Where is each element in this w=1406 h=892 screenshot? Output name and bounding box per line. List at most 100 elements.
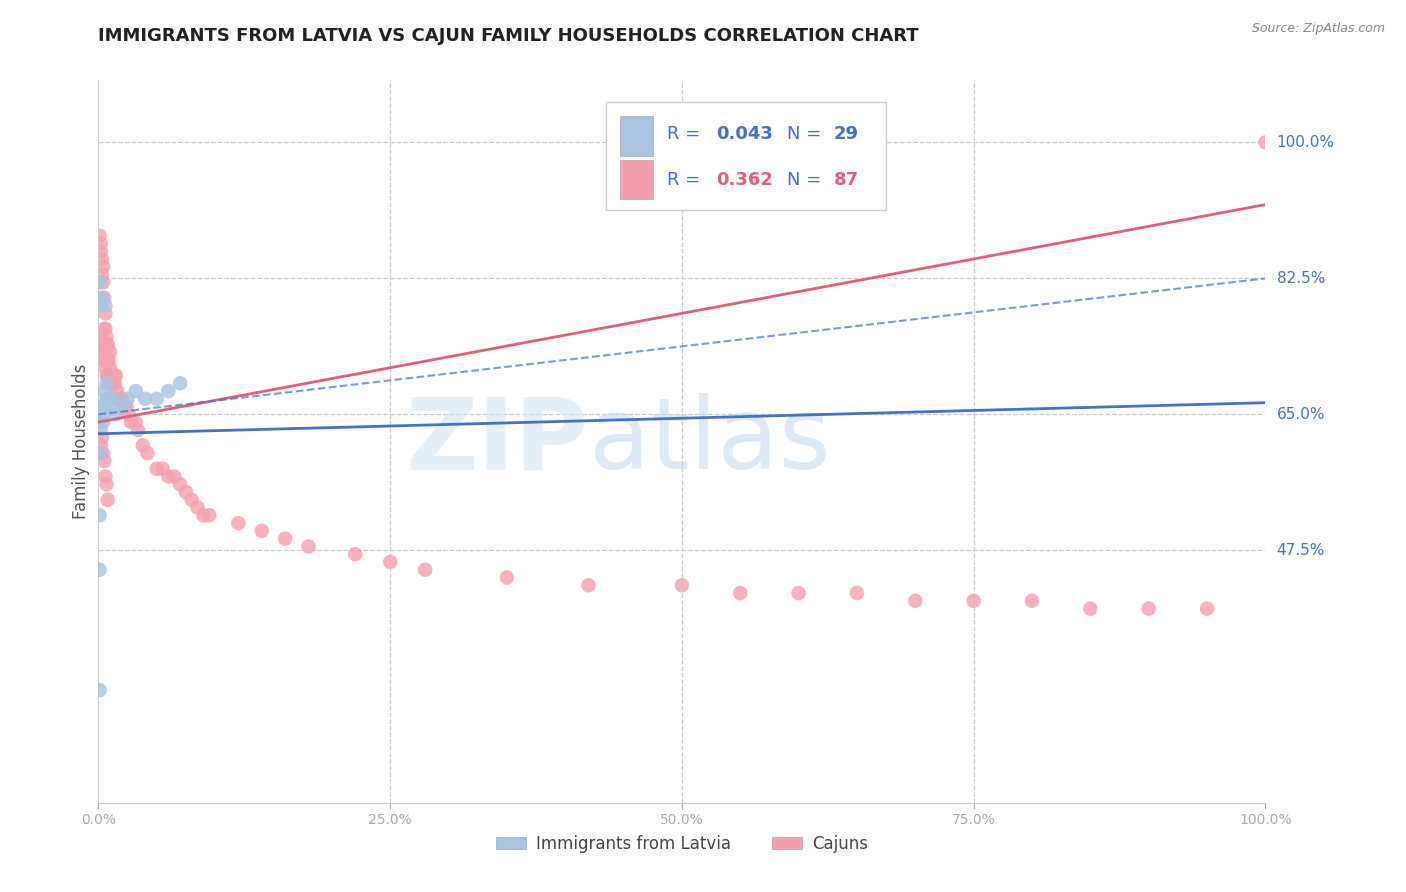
Point bbox=[125, 415, 148, 429]
Point bbox=[125, 384, 148, 398]
Point bbox=[101, 376, 124, 391]
Point bbox=[174, 485, 197, 500]
Point bbox=[104, 408, 127, 422]
Point bbox=[93, 337, 115, 351]
Point bbox=[101, 392, 124, 406]
Text: 87: 87 bbox=[834, 171, 859, 189]
Point bbox=[846, 586, 869, 600]
Point bbox=[97, 492, 120, 507]
Point bbox=[96, 392, 118, 406]
Text: N =: N = bbox=[787, 171, 827, 189]
Text: 0.362: 0.362 bbox=[716, 171, 773, 189]
Point bbox=[100, 368, 122, 383]
Bar bbox=[620, 117, 652, 156]
FancyBboxPatch shape bbox=[606, 102, 886, 211]
Point bbox=[97, 353, 120, 368]
Point bbox=[104, 376, 127, 391]
Point bbox=[344, 547, 367, 561]
Point bbox=[104, 392, 127, 406]
Point bbox=[96, 376, 118, 391]
Point bbox=[96, 477, 118, 491]
Point bbox=[90, 268, 112, 282]
Point bbox=[97, 368, 120, 383]
Point bbox=[90, 345, 112, 359]
Point bbox=[671, 578, 693, 592]
Point bbox=[90, 438, 112, 452]
Point bbox=[90, 415, 112, 429]
Point bbox=[132, 438, 155, 452]
Point bbox=[1137, 601, 1160, 615]
Text: R =: R = bbox=[666, 126, 706, 144]
Point bbox=[94, 360, 117, 375]
Point bbox=[94, 469, 117, 483]
Point bbox=[90, 337, 112, 351]
Text: 82.5%: 82.5% bbox=[1277, 271, 1324, 286]
Point bbox=[962, 594, 984, 608]
Point bbox=[96, 329, 118, 343]
Point bbox=[94, 299, 117, 313]
Point bbox=[103, 368, 125, 383]
Bar bbox=[620, 160, 652, 200]
Point bbox=[93, 291, 115, 305]
Point bbox=[115, 400, 138, 414]
Point bbox=[180, 492, 202, 507]
Point bbox=[98, 360, 121, 375]
Point bbox=[169, 477, 191, 491]
Point bbox=[93, 408, 115, 422]
Point bbox=[91, 260, 114, 274]
Point bbox=[96, 368, 118, 383]
Point bbox=[93, 322, 115, 336]
Point bbox=[98, 392, 121, 406]
Point bbox=[97, 368, 120, 383]
Point bbox=[97, 353, 120, 368]
Point bbox=[97, 337, 120, 351]
Point bbox=[97, 392, 120, 406]
Point bbox=[94, 306, 117, 320]
Point bbox=[90, 431, 112, 445]
Point bbox=[91, 415, 114, 429]
Point bbox=[90, 252, 112, 266]
Point bbox=[127, 423, 149, 437]
Point bbox=[90, 291, 112, 305]
Point bbox=[89, 337, 111, 351]
Text: Source: ZipAtlas.com: Source: ZipAtlas.com bbox=[1251, 22, 1385, 36]
Point bbox=[89, 563, 111, 577]
Point bbox=[94, 322, 117, 336]
Point bbox=[94, 400, 117, 414]
Text: ZIP: ZIP bbox=[406, 393, 589, 490]
Point bbox=[96, 337, 118, 351]
Point bbox=[93, 353, 115, 368]
Point bbox=[98, 376, 121, 391]
Point bbox=[1021, 594, 1043, 608]
Text: N =: N = bbox=[787, 126, 827, 144]
Point bbox=[89, 683, 111, 698]
Point bbox=[496, 570, 519, 584]
Point bbox=[117, 392, 139, 406]
Point bbox=[91, 446, 114, 460]
Point bbox=[94, 345, 117, 359]
Point bbox=[157, 469, 180, 483]
Point bbox=[91, 275, 114, 289]
Point bbox=[108, 392, 131, 406]
Point bbox=[90, 236, 112, 251]
Point bbox=[1195, 601, 1218, 615]
Point bbox=[380, 555, 402, 569]
Point bbox=[274, 532, 297, 546]
Point bbox=[104, 368, 127, 383]
Point bbox=[96, 353, 118, 368]
Point bbox=[105, 384, 128, 398]
Text: IMMIGRANTS FROM LATVIA VS CAJUN FAMILY HOUSEHOLDS CORRELATION CHART: IMMIGRANTS FROM LATVIA VS CAJUN FAMILY H… bbox=[98, 27, 920, 45]
Point bbox=[89, 446, 111, 460]
Legend: Immigrants from Latvia, Cajuns: Immigrants from Latvia, Cajuns bbox=[489, 828, 875, 860]
Point bbox=[787, 586, 810, 600]
Point bbox=[111, 392, 134, 406]
Text: 47.5%: 47.5% bbox=[1277, 543, 1324, 558]
Text: 29: 29 bbox=[834, 126, 859, 144]
Point bbox=[97, 400, 120, 414]
Point bbox=[193, 508, 215, 523]
Point bbox=[578, 578, 600, 592]
Point bbox=[163, 469, 186, 483]
Point bbox=[90, 400, 112, 414]
Text: 0.043: 0.043 bbox=[716, 126, 773, 144]
Text: R =: R = bbox=[666, 171, 706, 189]
